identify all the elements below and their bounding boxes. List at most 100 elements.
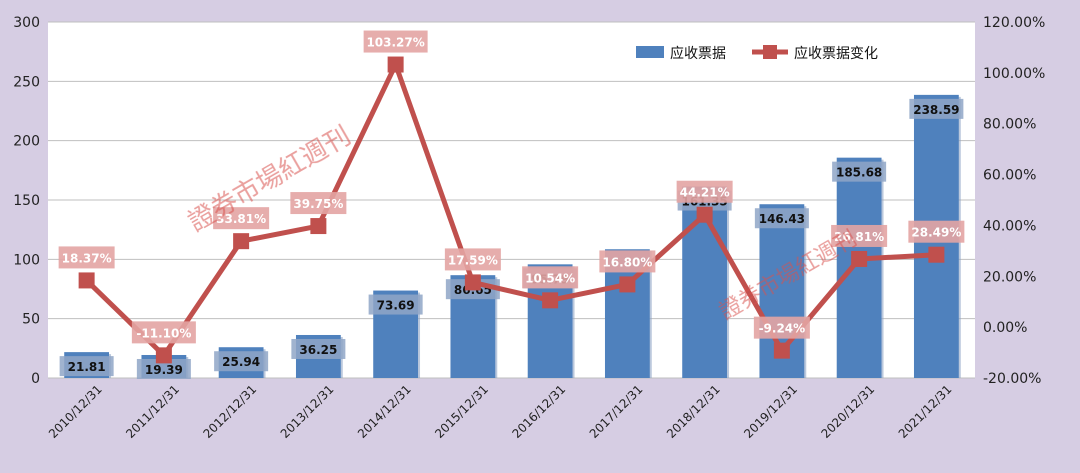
line-label-text: 16.80% bbox=[602, 255, 652, 269]
bar-label-text: 36.25 bbox=[299, 343, 337, 357]
x-tick-label: 2016/12/31 bbox=[509, 382, 568, 441]
x-tick-label: 2021/12/31 bbox=[896, 382, 955, 441]
line-marker bbox=[619, 276, 636, 293]
line-value-label: 17.59% bbox=[444, 248, 501, 271]
bar-value-label: 185.68 bbox=[832, 161, 887, 182]
line-label-box bbox=[213, 207, 270, 230]
line-label-text: 33.81% bbox=[216, 212, 266, 226]
x-tick-label: 2012/12/31 bbox=[200, 382, 259, 441]
bar-label-text: 73.69 bbox=[377, 299, 415, 313]
bar-label-box bbox=[368, 294, 423, 315]
x-tick-label: 2013/12/31 bbox=[278, 382, 337, 441]
bar-label-text: 146.43 bbox=[759, 212, 805, 226]
line-value-label: 10.54% bbox=[522, 266, 579, 289]
line-label-box bbox=[831, 224, 888, 247]
legend-label-bar: 应收票据 bbox=[670, 45, 726, 62]
y-left-tick-label: 50 bbox=[22, 312, 40, 328]
x-tick-label: 2015/12/31 bbox=[432, 382, 491, 441]
bar-label-text: 19.39 bbox=[145, 363, 183, 377]
y-right-tick-label: -20.00% bbox=[983, 371, 1041, 387]
bar-value-label: 36.25 bbox=[291, 338, 346, 359]
y-left-tick-label: 200 bbox=[13, 134, 40, 150]
y-right-tick-label: 20.00% bbox=[983, 269, 1036, 285]
line-value-label: 16.80% bbox=[599, 250, 656, 273]
y-right-tick-label: 120.00% bbox=[983, 15, 1045, 31]
line-marker bbox=[155, 347, 172, 364]
line-label-text: 39.75% bbox=[293, 197, 343, 211]
bar-label-text: 238.59 bbox=[913, 103, 959, 117]
line-marker bbox=[928, 246, 945, 263]
line-label-text: 44.21% bbox=[680, 186, 730, 200]
line-marker bbox=[78, 272, 95, 289]
line-label-box bbox=[676, 180, 733, 203]
line-value-label: 103.27% bbox=[363, 30, 428, 53]
x-tick-label: 2018/12/31 bbox=[664, 382, 723, 441]
line-label-box bbox=[131, 321, 196, 344]
line-marker bbox=[387, 56, 404, 73]
x-tick-label: 2010/12/31 bbox=[46, 382, 105, 441]
bar-label-box bbox=[291, 338, 346, 359]
line-label-box bbox=[58, 246, 115, 269]
line-value-label: 33.81% bbox=[213, 207, 270, 230]
line-label-box bbox=[599, 250, 656, 273]
legend: 应收票据 应收票据变化 bbox=[636, 45, 878, 62]
bar-value-label: 146.43 bbox=[754, 208, 809, 229]
x-tick-label: 2020/12/31 bbox=[818, 382, 877, 441]
y-left-tick-label: 300 bbox=[13, 15, 40, 31]
bar bbox=[836, 157, 882, 378]
bar-label-box bbox=[214, 351, 269, 372]
line-marker bbox=[851, 250, 868, 267]
y-left-tick-label: 250 bbox=[13, 74, 40, 90]
line-label-text: -11.10% bbox=[136, 326, 191, 340]
line-label-box bbox=[444, 248, 501, 271]
line-marker bbox=[310, 218, 327, 235]
y-right-tick-label: 100.00% bbox=[983, 66, 1045, 82]
y-right-tick-label: 60.00% bbox=[983, 168, 1036, 184]
bar-value-label: 238.59 bbox=[909, 98, 964, 119]
bar-label-box bbox=[59, 356, 114, 377]
y-right-tick-label: 80.00% bbox=[983, 117, 1036, 133]
line-value-label: -11.10% bbox=[131, 321, 196, 344]
line-marker bbox=[542, 292, 559, 309]
legend-label-line: 应收票据变化 bbox=[794, 45, 878, 62]
bar-label-text: 25.94 bbox=[222, 355, 260, 369]
line-value-label: -9.24% bbox=[753, 316, 810, 339]
line-label-text: 26.81% bbox=[834, 230, 884, 244]
line-label-text: 18.37% bbox=[62, 251, 112, 265]
line-label-box bbox=[522, 266, 579, 289]
bar-label-box bbox=[909, 98, 964, 119]
x-tick-label: 2014/12/31 bbox=[355, 382, 414, 441]
line-label-text: 10.54% bbox=[525, 271, 575, 285]
line-value-label: 39.75% bbox=[290, 192, 347, 215]
line-marker bbox=[233, 233, 250, 250]
line-value-label: 44.21% bbox=[676, 180, 733, 203]
bar-label-text: 21.81 bbox=[68, 360, 106, 374]
line-label-text: 17.59% bbox=[448, 253, 498, 267]
line-label-box bbox=[753, 316, 810, 339]
bar-value-label: 25.94 bbox=[214, 351, 269, 372]
line-label-text: 103.27% bbox=[366, 36, 424, 50]
bar-label-box bbox=[754, 208, 809, 229]
line-value-label: 26.81% bbox=[831, 224, 888, 247]
legend-swatch-bar bbox=[636, 46, 664, 58]
line-label-text: 28.49% bbox=[911, 226, 961, 240]
y-left-tick-label: 100 bbox=[13, 252, 40, 268]
bar-label-text: 185.68 bbox=[836, 166, 882, 180]
bar-label-box bbox=[136, 358, 191, 379]
x-tick-label: 2019/12/31 bbox=[741, 382, 800, 441]
line-label-text: -9.24% bbox=[759, 322, 806, 336]
line-marker bbox=[696, 206, 713, 223]
legend-swatch-marker bbox=[763, 45, 777, 59]
line-value-label: 18.37% bbox=[58, 246, 115, 269]
bar-value-label: 21.81 bbox=[59, 356, 114, 377]
x-tick-label: 2011/12/31 bbox=[123, 382, 182, 441]
line-label-box bbox=[290, 192, 347, 215]
bar-value-label: 73.69 bbox=[368, 294, 423, 315]
y-left-tick-label: 150 bbox=[13, 193, 40, 209]
line-value-label: 28.49% bbox=[908, 220, 965, 243]
line-marker bbox=[464, 274, 481, 291]
line-label-box bbox=[908, 220, 965, 243]
y-right-tick-label: 40.00% bbox=[983, 218, 1036, 234]
